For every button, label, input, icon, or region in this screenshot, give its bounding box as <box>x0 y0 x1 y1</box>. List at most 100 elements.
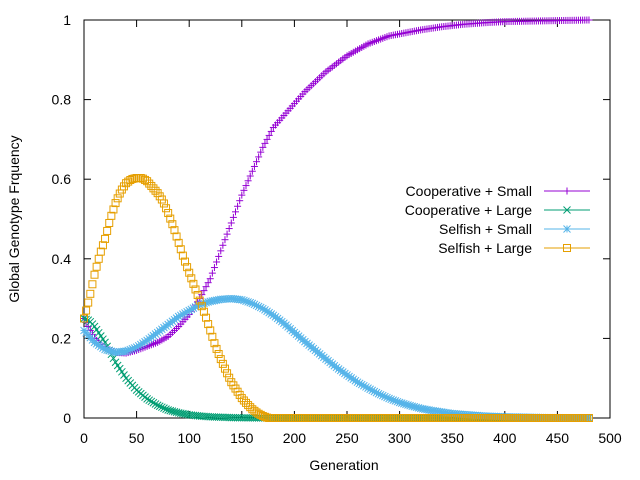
data-point <box>208 269 216 277</box>
data-point <box>215 252 223 260</box>
series-selfish-large <box>80 174 593 422</box>
data-point <box>164 209 173 218</box>
data-point <box>193 291 202 300</box>
data-point <box>176 245 185 254</box>
legend-label: Cooperative + Small <box>406 183 532 199</box>
data-point <box>153 401 162 410</box>
data-point <box>187 274 196 283</box>
data-point <box>107 211 116 220</box>
x-tick-label: 100 <box>178 430 202 446</box>
x-tick-label: 0 <box>80 430 88 446</box>
data-point <box>168 220 177 229</box>
data-point <box>199 307 208 316</box>
data-point <box>206 275 214 283</box>
data-point <box>257 148 265 156</box>
data-point <box>258 412 267 421</box>
data-point <box>200 287 208 295</box>
legend: Cooperative + Small Cooperative + Large Se… <box>405 183 590 256</box>
data-point <box>195 296 204 305</box>
legend-label: Selfish + Small <box>439 221 532 237</box>
legend-marker <box>563 225 571 233</box>
y-tick-label: 0.2 <box>52 330 72 346</box>
data-point <box>183 263 192 272</box>
data-point <box>159 199 168 208</box>
data-point <box>80 314 88 323</box>
data-point <box>210 264 218 272</box>
series-cooperative-small <box>80 16 593 357</box>
data-point <box>265 131 273 139</box>
data-point <box>261 139 269 147</box>
y-tick-label: 0 <box>63 410 71 426</box>
x-tick-label: 250 <box>335 430 359 446</box>
data-point <box>162 204 171 213</box>
x-tick-label: 150 <box>230 430 254 446</box>
data-point <box>210 339 219 348</box>
data-point <box>109 205 118 214</box>
x-tick-label: 450 <box>546 430 570 446</box>
data-point <box>96 247 105 256</box>
data-point <box>157 403 166 412</box>
data-point <box>229 213 237 221</box>
data-point <box>246 172 254 180</box>
data-point <box>80 314 88 323</box>
data-point <box>149 184 158 193</box>
data-point <box>147 181 156 190</box>
data-point <box>138 174 147 183</box>
data-point <box>143 177 152 186</box>
data-point <box>113 194 122 203</box>
data-point <box>197 302 206 311</box>
data-point <box>166 214 175 223</box>
legend-marker <box>563 206 571 214</box>
data-point <box>214 350 223 359</box>
y-axis-label: Global Genotype Frquency <box>6 135 22 302</box>
legend-label: Cooperative + Large <box>405 202 532 218</box>
data-point <box>223 230 231 238</box>
data-point <box>259 143 267 151</box>
axis-ticks: 0 50 100 150 200 250 300 350 400 450 500 0 0.2 0.4 0.6… <box>52 12 622 446</box>
data-point <box>242 182 250 190</box>
data-point <box>109 354 118 363</box>
legend-label: Selfish + Large <box>438 240 532 256</box>
data-point <box>217 247 225 255</box>
x-tick-label: 400 <box>493 430 517 446</box>
legend-marker <box>563 244 571 252</box>
y-tick-label: 0.6 <box>52 171 72 187</box>
data-point <box>178 251 187 260</box>
y-tick-label: 1 <box>63 12 71 28</box>
data-point <box>237 394 246 403</box>
y-tick-label: 0.4 <box>52 251 72 267</box>
data-point <box>206 326 215 335</box>
data-point <box>255 153 263 161</box>
data-point <box>204 320 213 329</box>
data-point <box>92 262 101 271</box>
data-point <box>248 167 256 175</box>
data-point <box>216 355 225 364</box>
data-point <box>172 232 181 241</box>
data-point <box>223 369 232 378</box>
data-point <box>103 226 112 235</box>
data-point <box>204 279 212 287</box>
data-point <box>227 219 235 227</box>
data-point <box>82 306 91 315</box>
data-point <box>191 285 200 294</box>
data-point <box>212 344 221 353</box>
data-point <box>145 179 154 188</box>
data-point <box>90 270 99 279</box>
data-point <box>189 279 198 288</box>
data-point <box>238 191 246 199</box>
data-point <box>261 306 269 314</box>
data-point <box>174 312 183 321</box>
data-point <box>151 400 160 408</box>
data-point <box>185 268 194 277</box>
x-tick-label: 300 <box>388 430 412 446</box>
data-point <box>263 135 271 143</box>
data-point <box>213 258 221 266</box>
data-point <box>585 16 593 24</box>
data-point <box>84 298 93 307</box>
data-point <box>145 396 154 405</box>
data-point <box>221 236 229 244</box>
data-point <box>105 218 114 227</box>
data-point <box>218 359 227 368</box>
series-layer <box>80 16 593 422</box>
